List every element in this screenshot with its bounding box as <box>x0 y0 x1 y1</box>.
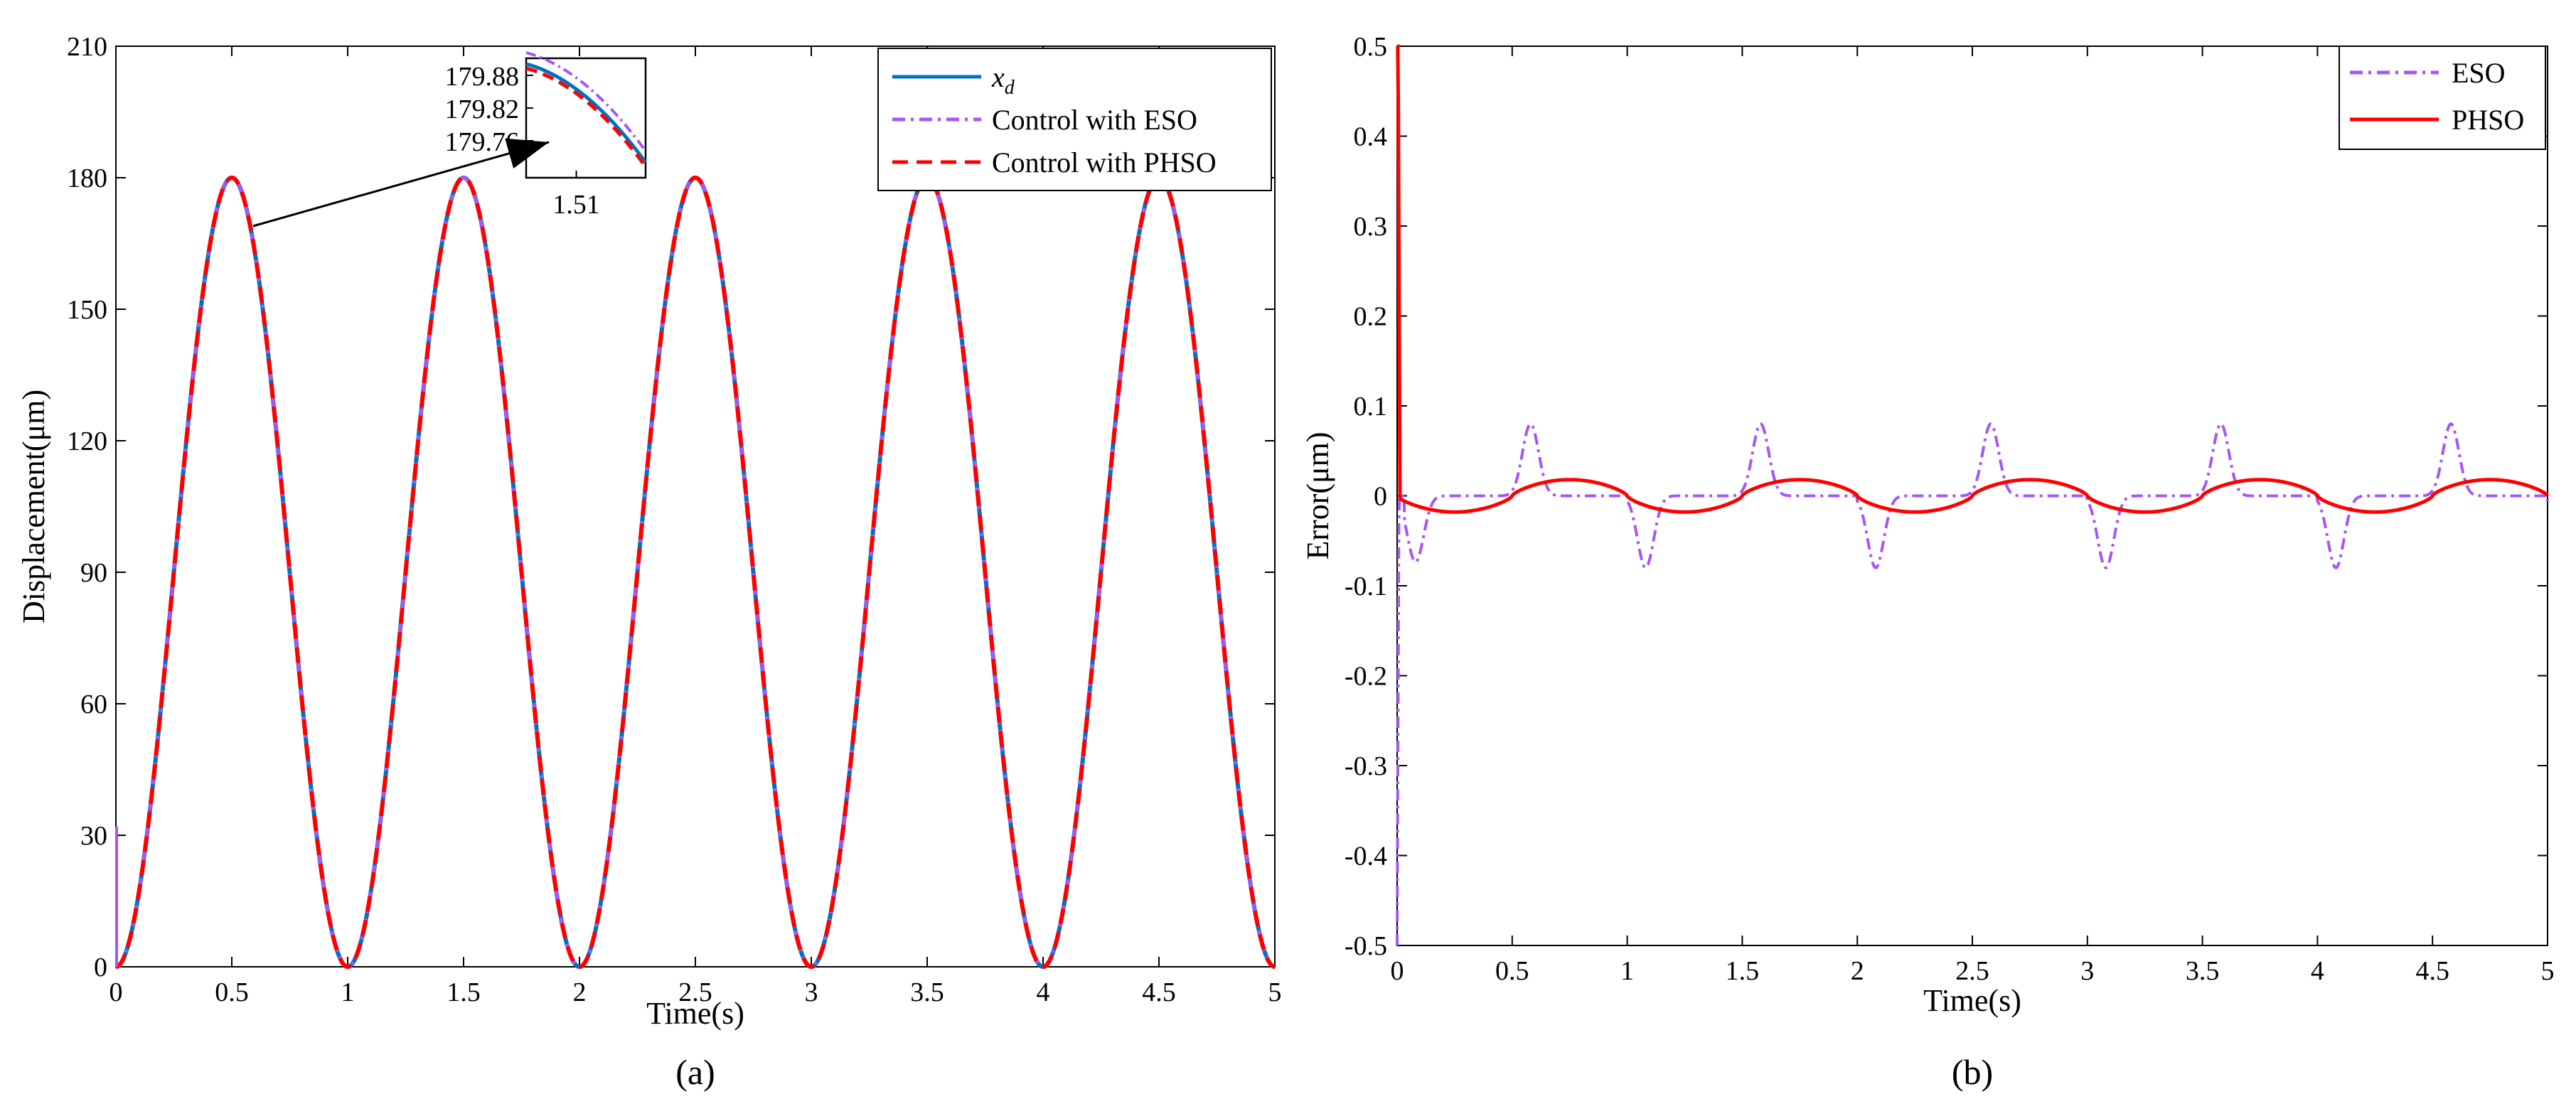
inset-y-tick-label: 179.88 <box>445 62 520 92</box>
panel-b: 0 0.5 1 1.5 2 2.5 3 3.5 4 4.5 5 -0.5 -0.4 -0.3 -0.2 -0.… <box>1300 32 2555 1092</box>
x-tick-label-a: 4 <box>1037 977 1050 1007</box>
x-tick-label-b: 4 <box>2311 956 2324 986</box>
legend-label-a-0: xd <box>991 61 1015 99</box>
legend-label-sub: d <box>1005 77 1015 99</box>
panel-label-b: (b) <box>1952 1052 1993 1092</box>
x-tick-label-b: 0 <box>1391 956 1404 986</box>
series-line-b-eso <box>1396 422 2549 946</box>
y-axis-label-b: Error(μm) <box>1300 432 1335 560</box>
x-tick-label-b: 0.5 <box>1495 956 1529 986</box>
series-line-a-2 <box>115 175 1276 970</box>
x-tick-label-a: 4.5 <box>1142 977 1176 1007</box>
legend-b <box>2339 45 2546 150</box>
legend-label-a-1: Control with ESO <box>992 104 1197 136</box>
series-line-a-0 <box>115 175 1276 970</box>
series-line-b-phso <box>1396 44 2550 514</box>
x-tick-label-b: 1 <box>1620 956 1634 986</box>
y-tick-label-a: 180 <box>67 164 107 193</box>
zoom-arrow-head <box>505 138 549 168</box>
x-tick-label-a: 0.5 <box>215 977 249 1007</box>
legend-label-main: x <box>991 61 1005 93</box>
inset-y-tick-label: 179.82 <box>445 95 520 124</box>
panel-a: 0 0.5 1 1.5 2 2.5 3 3.5 4 4.5 5 0 30 60 90 120 150 180 210… <box>16 32 1282 1092</box>
y-tick-label-a: 0 <box>94 953 107 982</box>
y-tick-label-b: 0.4 <box>1354 122 1388 152</box>
y-tick-label-b: -0.4 <box>1345 842 1387 872</box>
y-tick-label-b: 0.2 <box>1354 302 1388 332</box>
y-axis-label-a: Displacement(μm) <box>16 390 51 623</box>
y-tick-label-b: -0.5 <box>1345 931 1387 961</box>
legend-label-b-0: ESO <box>2452 57 2506 89</box>
y-tick-label-b: -0.2 <box>1345 662 1387 692</box>
x-tick-label-b: 2.5 <box>1955 956 1989 986</box>
y-tick-label-b: 0 <box>1374 482 1387 512</box>
x-tick-label-b: 4.5 <box>2415 956 2449 986</box>
y-tick-label-a: 60 <box>80 690 107 719</box>
y-tick-label-a: 90 <box>80 558 107 588</box>
inset-box <box>525 57 647 179</box>
panel-label-a: (a) <box>675 1052 715 1092</box>
x-tick-label-a: 3.5 <box>910 977 944 1007</box>
x-tick-label-a: 1.5 <box>447 977 481 1007</box>
x-tick-label-b: 3 <box>2080 956 2094 986</box>
x-tick-label-a: 3 <box>805 977 818 1007</box>
y-tick-label-a: 150 <box>67 295 107 325</box>
x-tick-label-a: 1 <box>341 977 355 1007</box>
x-tick-label-b: 1.5 <box>1726 956 1760 986</box>
inset-x-tick-label: 1.51 <box>552 190 600 220</box>
x-tick-label-a: 5 <box>1268 977 1282 1007</box>
x-axis-label-b: Time(s) <box>1923 983 2021 1018</box>
legend-label-b-1: PHSO <box>2452 104 2524 136</box>
y-tick-label-b: -0.1 <box>1345 572 1387 601</box>
x-tick-label-a: 2.5 <box>678 977 712 1007</box>
legend-label-a-2: Control with PHSO <box>992 146 1217 178</box>
y-tick-label-b: -0.3 <box>1345 751 1387 781</box>
zoom-arrow-line <box>252 141 550 227</box>
x-tick-label-a: 0 <box>109 977 123 1007</box>
y-tick-label-b: 0.5 <box>1354 32 1388 62</box>
y-tick-label-a: 30 <box>80 821 107 851</box>
inset-phso-line <box>525 66 648 168</box>
y-tick-label-b: 0.3 <box>1354 212 1388 242</box>
y-tick-label-a: 210 <box>67 32 107 62</box>
x-tick-label-b: 2 <box>1851 956 1864 986</box>
inset-xd-line <box>525 62 648 164</box>
x-tick-label-b: 5 <box>2541 956 2555 986</box>
y-tick-label-a: 120 <box>67 427 107 456</box>
y-tick-label-b: 0.1 <box>1354 392 1388 422</box>
x-tick-label-b: 3.5 <box>2186 956 2220 986</box>
x-tick-label-a: 2 <box>573 977 587 1007</box>
inset-eso-line <box>525 51 647 152</box>
x-axis-label-a: Time(s) <box>646 996 744 1031</box>
legend-a <box>877 48 1272 191</box>
